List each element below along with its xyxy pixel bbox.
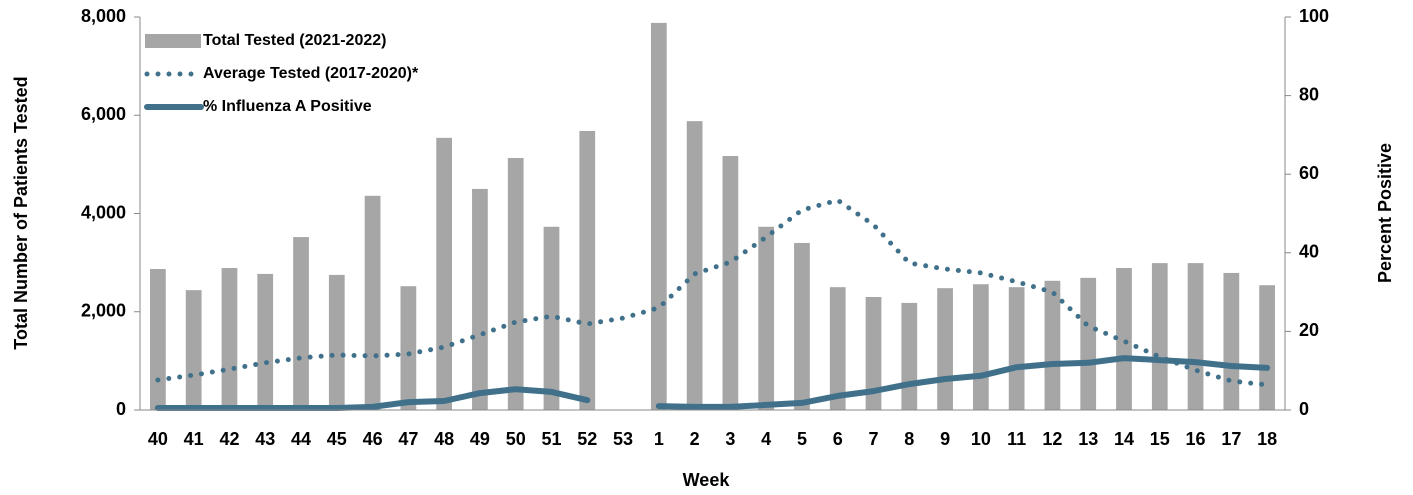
bar: [543, 226, 560, 410]
legend-swatch: [145, 34, 201, 48]
bar: [972, 284, 989, 410]
x-tick-label: 51: [541, 429, 561, 449]
bar: [937, 288, 953, 410]
y2-tick-label: 60: [1299, 163, 1319, 183]
bar: [901, 302, 918, 410]
x-tick-label: 8: [904, 429, 914, 449]
x-axis-title: Week: [683, 470, 731, 490]
bar: [650, 22, 667, 411]
bar: [1080, 277, 1097, 410]
x-tick-label: 5: [797, 429, 807, 449]
x-tick-label: 44: [291, 429, 311, 449]
line: [155, 197, 1270, 388]
x-tick-label: 47: [398, 429, 418, 449]
line: [154, 355, 1271, 411]
bar: [758, 226, 775, 410]
bar: [400, 286, 417, 410]
x-tick-label: 2: [690, 429, 700, 449]
bar: [722, 156, 739, 410]
bar: [686, 121, 703, 411]
x-tick-label: 49: [470, 429, 490, 449]
bar: [436, 137, 453, 410]
bar: [865, 297, 882, 410]
bar: [328, 274, 345, 410]
x-tick-label: 53: [613, 429, 633, 449]
bar: [150, 269, 166, 410]
bar: [1116, 268, 1132, 410]
x-tick-label: 43: [255, 429, 275, 449]
x-tick-label: 15: [1150, 429, 1170, 449]
x-tick-label: 42: [219, 429, 239, 449]
y-tick-label: 4,000: [81, 202, 126, 222]
y-tick-label: 8,000: [81, 6, 126, 26]
bar: [507, 157, 524, 410]
y-tick-label: 2,000: [81, 301, 126, 321]
bar: [472, 188, 488, 410]
x-tick-label: 41: [184, 429, 204, 449]
x-tick-label: 9: [940, 429, 950, 449]
bar: [185, 290, 202, 410]
legend-label: % Influenza A Positive: [203, 98, 372, 115]
x-tick-label: 1: [654, 429, 664, 449]
bar: [1187, 263, 1204, 410]
bar: [1223, 272, 1240, 410]
x-tick-label: 14: [1114, 429, 1134, 449]
bar: [1044, 280, 1061, 410]
bar: [794, 242, 810, 410]
x-tick-label: 52: [577, 429, 597, 449]
x-tick-label: 11: [1007, 429, 1026, 449]
y2-tick-label: 40: [1299, 242, 1319, 262]
bar: [1151, 263, 1168, 410]
bar: [579, 130, 596, 410]
x-tick-label: 17: [1221, 429, 1241, 449]
bar: [257, 273, 274, 410]
x-tick-label: 16: [1186, 429, 1206, 449]
x-tick-label: 7: [869, 429, 879, 449]
x-tick-label: 3: [725, 429, 735, 449]
legend-label: Total Tested (2021-2022): [203, 32, 386, 49]
bar: [1259, 285, 1275, 410]
y-tick-label: 0: [116, 399, 126, 419]
bar: [221, 268, 238, 410]
bar: [1008, 287, 1025, 410]
x-tick-label: 13: [1078, 429, 1098, 449]
y2-tick-label: 100: [1299, 6, 1329, 26]
x-tick-label: 45: [327, 429, 347, 449]
x-tick-label: 40: [148, 429, 168, 449]
x-tick-label: 48: [434, 429, 454, 449]
legend-label: Average Tested (2017-2020)*: [203, 65, 419, 82]
bar: [293, 237, 309, 410]
bar: [829, 287, 846, 410]
y2-tick-label: 80: [1299, 84, 1319, 104]
x-tick-label: 50: [506, 429, 526, 449]
x-tick-label: 4: [761, 429, 771, 449]
bar: [364, 195, 381, 410]
x-tick-label: 18: [1257, 429, 1277, 449]
y2-tick-label: 0: [1299, 399, 1309, 419]
y-tick-label: 6,000: [81, 104, 126, 124]
y2-tick-label: 20: [1299, 320, 1319, 340]
x-tick-label: 10: [971, 429, 991, 449]
y2-axis-title: Percent Positive: [1375, 143, 1395, 283]
x-tick-label: 46: [363, 429, 383, 449]
x-tick-label: 12: [1042, 429, 1062, 449]
x-tick-label: 6: [833, 429, 843, 449]
y-axis-title: Total Number of Patients Tested: [11, 76, 31, 349]
